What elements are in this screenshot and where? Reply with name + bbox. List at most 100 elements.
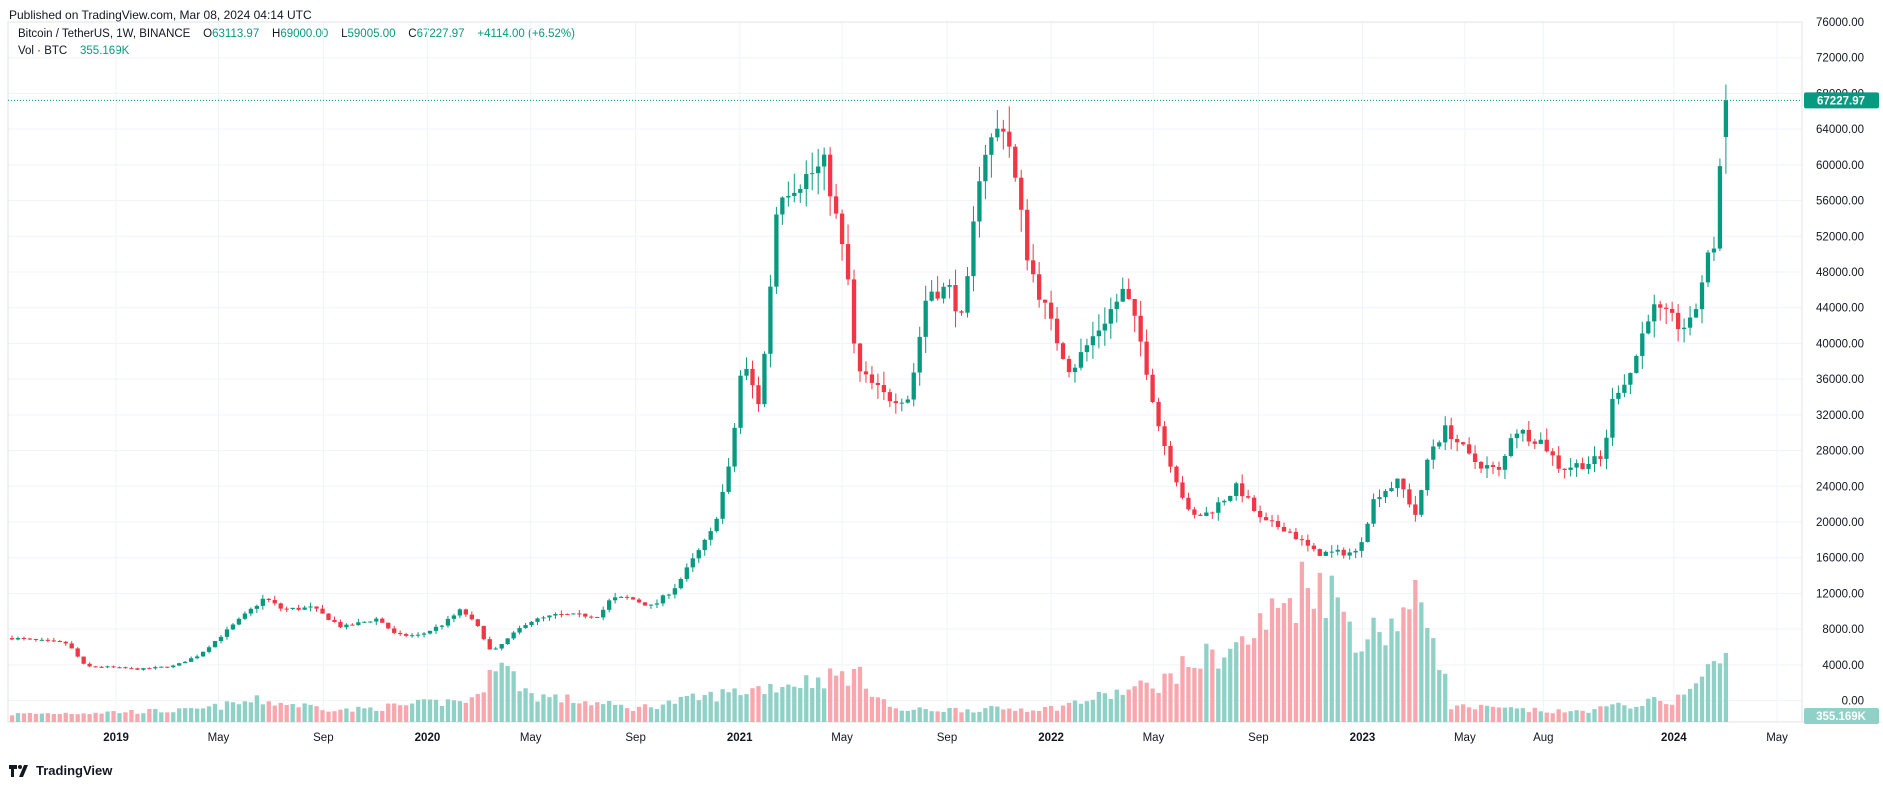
volume-bar <box>1711 661 1717 722</box>
candle-body <box>1598 456 1603 459</box>
volume-bar <box>768 683 773 722</box>
candle-body <box>660 595 666 604</box>
volume-bar <box>81 713 86 722</box>
candle-body <box>75 648 80 657</box>
candle-body <box>248 608 254 614</box>
price-tick-label: 40000.00 <box>1816 338 1864 350</box>
candle-body <box>1681 327 1687 330</box>
chart-legend-volume: Vol · BTC 355.169K <box>18 45 129 57</box>
volume-bar <box>1586 712 1591 722</box>
volume-bar <box>1466 707 1472 722</box>
candle-body <box>487 639 492 650</box>
price-tick-label: 76000.00 <box>1816 17 1864 29</box>
volume-bar <box>493 671 498 722</box>
volume-bar <box>1234 642 1239 722</box>
candle-body <box>1520 429 1526 434</box>
volume-bar <box>1066 702 1072 722</box>
volume-bar <box>827 668 833 722</box>
candle-body <box>601 609 606 618</box>
volume-bar <box>171 712 176 722</box>
volume-bar <box>845 685 851 722</box>
legend-low: 59005.00 <box>347 28 396 40</box>
volume-bar <box>111 711 116 722</box>
volume-bar <box>427 699 433 722</box>
price-axis-labels: 0.00 4000.00 8000.00 12000.00 16000.00 20000.… <box>1816 17 1864 708</box>
candle-body <box>1532 441 1537 444</box>
volume-bar <box>1556 709 1561 722</box>
candle-body <box>236 618 242 625</box>
candle-body <box>1150 374 1155 402</box>
candle-body <box>1383 490 1388 498</box>
last-price-tag-bg <box>1804 92 1879 109</box>
candle-body <box>792 192 797 196</box>
candle-body <box>1210 512 1215 514</box>
volume-bar <box>523 688 528 722</box>
candle-body <box>1198 514 1203 516</box>
volume-bar <box>971 712 976 722</box>
price-tick-label: 36000.00 <box>1816 374 1864 386</box>
volume-bar <box>1652 697 1657 722</box>
candle-body <box>505 638 510 645</box>
candle-body <box>1251 497 1257 511</box>
candle-body <box>421 633 427 635</box>
volume-bar <box>15 713 21 722</box>
candle-body <box>1317 549 1322 556</box>
volume-bar <box>1401 607 1406 722</box>
volume-bar <box>421 699 427 722</box>
candle-body <box>93 666 98 668</box>
candle-body <box>302 607 307 610</box>
volume-bar <box>433 699 439 722</box>
volume-bar <box>189 708 194 722</box>
candle-body <box>917 336 922 373</box>
candle-body <box>21 638 27 640</box>
candle-body <box>1622 384 1627 393</box>
candle-body <box>804 174 809 190</box>
candle-body <box>1419 490 1424 515</box>
candle-body <box>1502 455 1508 470</box>
candle-body <box>1717 166 1723 249</box>
price-tick-label: 0.00 <box>1842 696 1864 708</box>
volume-bar <box>183 708 188 722</box>
tradingview-footer[interactable]: TradingView <box>9 763 112 778</box>
volume-bar <box>1216 668 1221 722</box>
candle-body <box>983 154 988 182</box>
volume-bar <box>708 691 713 722</box>
candle-body <box>1586 463 1591 470</box>
candle-body <box>845 244 851 280</box>
candle-body <box>1652 304 1657 322</box>
volume-bar <box>1120 694 1125 722</box>
candle-body <box>338 621 343 628</box>
candle-body <box>612 597 618 601</box>
chart-legend-ohlc: Bitcoin / TetherUS, 1W, BINANCE O63113.9… <box>18 28 575 40</box>
volume-bar <box>1114 689 1119 722</box>
volume-bar <box>200 708 206 722</box>
volume-bar <box>1126 689 1131 722</box>
time-tick-label: Sep <box>625 732 645 744</box>
volume-bar <box>887 706 893 722</box>
candle-body <box>756 385 761 405</box>
volume-bar <box>953 707 958 722</box>
candle-body <box>1604 437 1609 459</box>
candle-body <box>774 214 779 287</box>
volume-bar <box>33 713 39 722</box>
volume-bar <box>1263 629 1269 722</box>
candle-body <box>1407 489 1412 505</box>
volume-bar <box>463 702 469 722</box>
time-tick-label: May <box>1143 732 1165 744</box>
volume-bar <box>553 694 558 722</box>
volume-bar <box>660 704 666 722</box>
candle-body <box>1484 465 1490 469</box>
candle-body <box>1574 463 1579 468</box>
volume-bar <box>1484 705 1490 722</box>
volume-bar <box>153 708 158 722</box>
footer-brand: TradingView <box>36 763 113 778</box>
candle-body <box>69 643 74 649</box>
candle-body <box>1174 466 1179 483</box>
volume-bar <box>1664 704 1669 722</box>
candle-body <box>1305 539 1311 546</box>
volume-bar <box>236 704 242 722</box>
volume-bar <box>1395 631 1400 722</box>
volume-bar <box>1323 618 1328 722</box>
legend-change: +4114.00 (+6.52%) <box>477 28 575 40</box>
